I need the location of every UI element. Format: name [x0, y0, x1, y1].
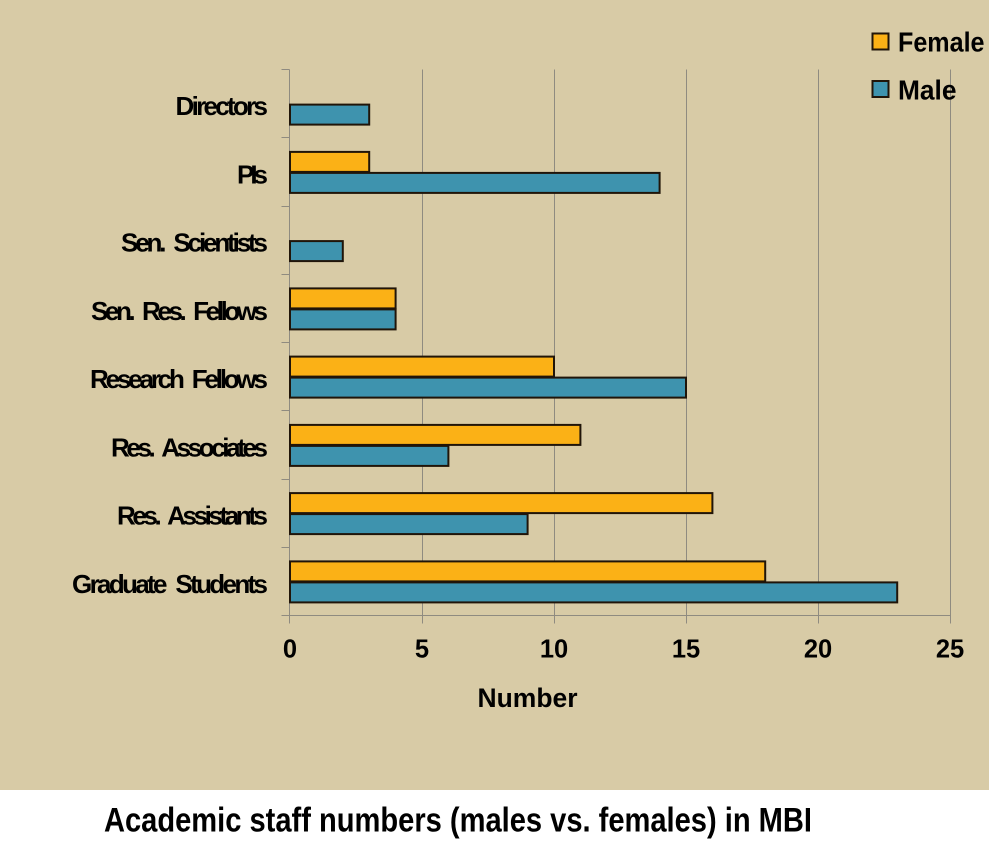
svg-text:0: 0	[283, 636, 297, 664]
svg-text:Number: Number	[478, 683, 578, 713]
svg-text:15: 15	[672, 636, 700, 664]
svg-text:PIs: PIs	[237, 159, 268, 189]
svg-text:5: 5	[415, 636, 429, 664]
svg-text:Male: Male	[898, 74, 957, 105]
svg-text:25: 25	[936, 636, 964, 664]
svg-text:Directors: Directors	[176, 91, 269, 121]
svg-text:Sen. Res. Fellows: Sen. Res. Fellows	[91, 296, 268, 326]
svg-text:Sen. Scientists: Sen. Scientists	[121, 228, 268, 258]
svg-text:Res. Assistants: Res. Assistants	[117, 501, 268, 531]
svg-text:Academic staff numbers (males: Academic staff numbers (males vs. female…	[104, 802, 812, 840]
svg-text:Research Fellows: Research Fellows	[90, 364, 268, 394]
svg-text:Female: Female	[898, 26, 985, 57]
svg-text:20: 20	[804, 636, 832, 664]
svg-text:10: 10	[540, 636, 568, 664]
svg-text:Graduate Students: Graduate Students	[72, 569, 268, 599]
svg-text:Res. Associates: Res. Associates	[111, 432, 268, 462]
